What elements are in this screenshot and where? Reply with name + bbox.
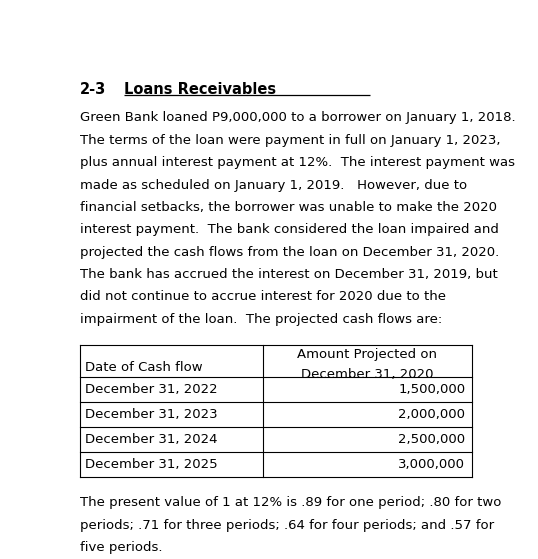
Text: 1,500,000: 1,500,000 bbox=[398, 383, 465, 396]
Text: made as scheduled on January 1, 2019.   However, due to: made as scheduled on January 1, 2019. Ho… bbox=[80, 178, 467, 192]
Text: financial setbacks, the borrower was unable to make the 2020: financial setbacks, the borrower was una… bbox=[80, 201, 497, 214]
Text: The present value of 1 at 12% is .89 for one period; .80 for two: The present value of 1 at 12% is .89 for… bbox=[80, 496, 501, 509]
Text: interest payment.  The bank considered the loan impaired and: interest payment. The bank considered th… bbox=[80, 224, 499, 236]
Text: December 31, 2025: December 31, 2025 bbox=[85, 458, 217, 471]
Text: December 31, 2022: December 31, 2022 bbox=[85, 383, 217, 396]
Text: periods; .71 for three periods; .64 for four periods; and .57 for: periods; .71 for three periods; .64 for … bbox=[80, 519, 494, 532]
Text: plus annual interest payment at 12%.  The interest payment was: plus annual interest payment at 12%. The… bbox=[80, 156, 515, 169]
Text: December 31, 2024: December 31, 2024 bbox=[85, 433, 217, 446]
Text: The bank has accrued the interest on December 31, 2019, but: The bank has accrued the interest on Dec… bbox=[80, 268, 498, 281]
Text: Green Bank loaned P9,000,000 to a borrower on January 1, 2018.: Green Bank loaned P9,000,000 to a borrow… bbox=[80, 111, 515, 125]
Text: impairment of the loan.  The projected cash flows are:: impairment of the loan. The projected ca… bbox=[80, 313, 442, 326]
Text: did not continue to accrue interest for 2020 due to the: did not continue to accrue interest for … bbox=[80, 291, 446, 304]
Text: 2,000,000: 2,000,000 bbox=[399, 408, 465, 421]
Text: The terms of the loan were payment in full on January 1, 2023,: The terms of the loan were payment in fu… bbox=[80, 134, 500, 147]
Text: Loans Receivables: Loans Receivables bbox=[124, 82, 275, 97]
Text: 2,500,000: 2,500,000 bbox=[398, 433, 465, 446]
Text: Date of Cash flow: Date of Cash flow bbox=[85, 362, 202, 375]
Text: five periods.: five periods. bbox=[80, 541, 162, 554]
Text: December 31, 2023: December 31, 2023 bbox=[85, 408, 217, 421]
Text: projected the cash flows from the loan on December 31, 2020.: projected the cash flows from the loan o… bbox=[80, 246, 499, 259]
Text: 3,000,000: 3,000,000 bbox=[399, 458, 465, 471]
Text: Amount Projected on: Amount Projected on bbox=[298, 348, 437, 361]
Text: December 31, 2020: December 31, 2020 bbox=[301, 368, 434, 381]
Text: 2-3: 2-3 bbox=[80, 82, 106, 97]
